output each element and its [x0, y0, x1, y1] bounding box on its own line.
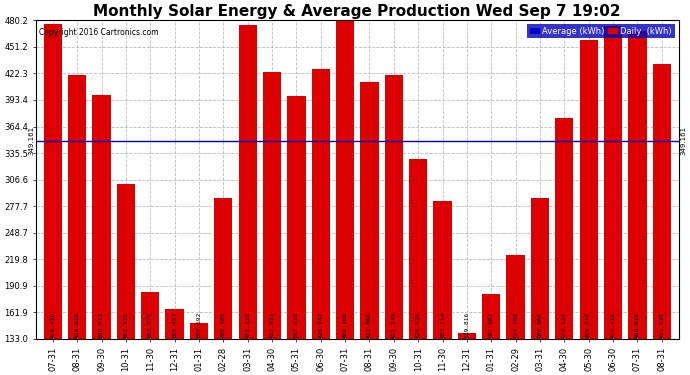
Text: 475.220: 475.220	[245, 312, 250, 338]
Bar	[433, 201, 452, 339]
Legend: Average (kWh), Daily  (kWh): Average (kWh), Daily (kWh)	[527, 24, 675, 39]
Bar	[68, 75, 86, 339]
Bar	[92, 95, 110, 339]
Bar	[190, 323, 208, 339]
Bar	[263, 72, 282, 339]
Text: 302.128: 302.128	[124, 312, 128, 338]
Text: 349.161: 349.161	[680, 126, 687, 155]
Text: 476.456: 476.456	[50, 312, 55, 338]
Text: 458.670: 458.670	[586, 312, 591, 338]
Bar	[629, 31, 647, 339]
Text: 398.672: 398.672	[99, 312, 104, 338]
Text: 420.928: 420.928	[75, 312, 80, 338]
Text: 329.520: 329.520	[415, 312, 421, 338]
Bar	[604, 26, 622, 339]
Bar	[287, 96, 306, 339]
Bar	[555, 118, 573, 339]
Text: 413.066: 413.066	[367, 312, 372, 338]
Bar	[653, 64, 671, 339]
Bar	[385, 75, 403, 339]
Bar	[117, 184, 135, 339]
Text: 224.708: 224.708	[513, 312, 518, 338]
Text: 183.876: 183.876	[148, 312, 152, 338]
Text: 468.810: 468.810	[635, 312, 640, 338]
Text: 374.124: 374.124	[562, 312, 566, 338]
Bar	[531, 198, 549, 339]
Text: 432.930: 432.930	[659, 312, 664, 338]
Bar	[360, 82, 379, 339]
Text: 349.161: 349.161	[28, 126, 34, 155]
Bar	[409, 159, 427, 339]
Text: 283.714: 283.714	[440, 312, 445, 338]
Text: 286.588: 286.588	[221, 312, 226, 338]
Text: 426.742: 426.742	[318, 312, 323, 338]
Bar	[336, 20, 354, 339]
Text: 423.932: 423.932	[270, 312, 275, 338]
Bar	[239, 25, 257, 339]
Bar	[312, 69, 330, 339]
Text: Copyright 2016 Cartronics.com: Copyright 2016 Cartronics.com	[39, 28, 159, 37]
Text: 165.452: 165.452	[172, 312, 177, 338]
Text: 286.806: 286.806	[538, 312, 542, 338]
Bar	[457, 333, 476, 339]
Text: 474.416: 474.416	[611, 312, 615, 338]
Bar	[166, 309, 184, 339]
Bar	[141, 292, 159, 339]
Bar	[214, 198, 233, 339]
Text: 421.140: 421.140	[391, 312, 396, 338]
Title: Monthly Solar Energy & Average Production Wed Sep 7 19:02: Monthly Solar Energy & Average Productio…	[93, 4, 621, 19]
Bar	[580, 40, 598, 339]
Text: 397.620: 397.620	[294, 312, 299, 338]
Text: 480.168: 480.168	[343, 312, 348, 338]
Text: 139.816: 139.816	[464, 312, 469, 338]
Bar	[43, 24, 62, 339]
Bar	[482, 294, 500, 339]
Text: 181.982: 181.982	[489, 312, 494, 338]
Bar	[506, 255, 524, 339]
Text: 150.692: 150.692	[197, 312, 201, 338]
